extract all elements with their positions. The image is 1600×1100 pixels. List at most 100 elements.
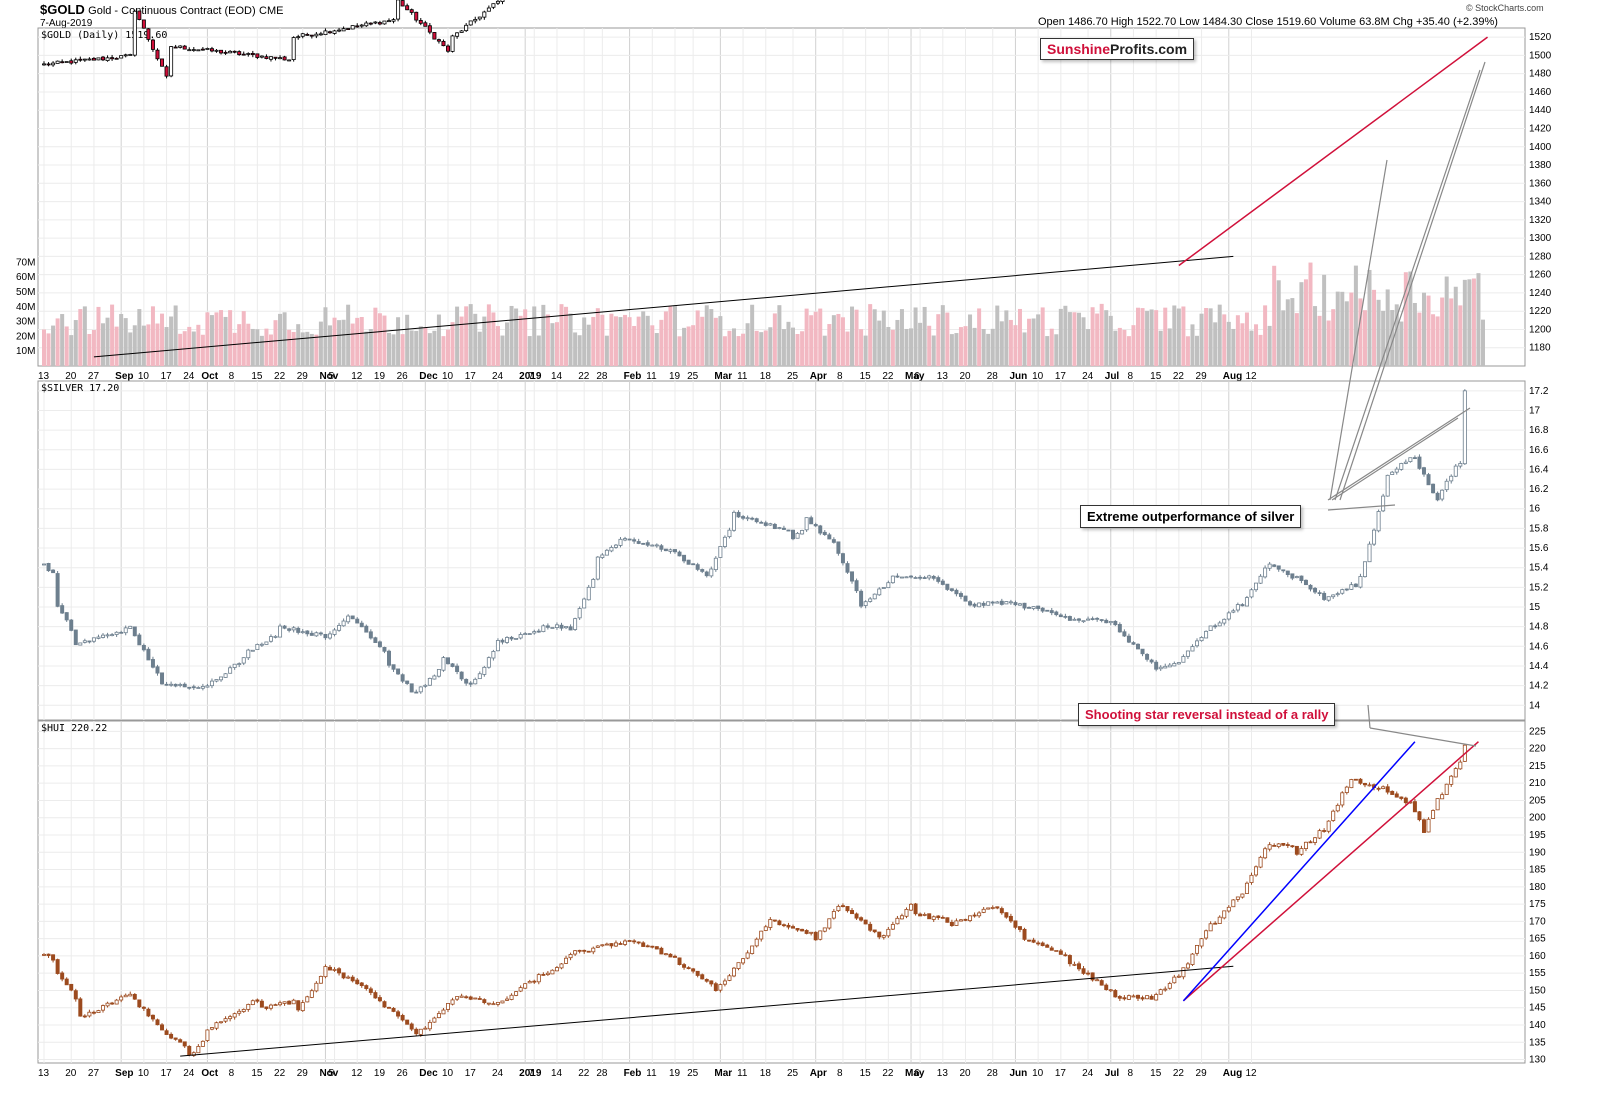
candle-body <box>64 61 69 63</box>
candle-body <box>668 549 673 552</box>
candle-body <box>178 45 183 48</box>
volume-bar <box>500 335 505 366</box>
volume-bar <box>132 325 137 366</box>
candle-body <box>1435 492 1440 501</box>
candle-body <box>114 631 119 635</box>
x-tick-label: 22 <box>882 371 894 382</box>
candle-body <box>291 37 296 60</box>
candle-body <box>1385 474 1390 497</box>
volume-bar <box>418 326 423 366</box>
volume-bar <box>209 315 214 366</box>
candle-body <box>477 673 482 680</box>
candle-body <box>1417 811 1422 821</box>
candle-body <box>291 627 296 631</box>
candle-body <box>200 1040 205 1047</box>
candle-body <box>718 546 723 558</box>
volume-bar <box>904 328 909 366</box>
candle-body <box>446 45 450 52</box>
candle-body <box>432 32 437 40</box>
x-tick-label: Sep <box>115 1068 133 1079</box>
candle-body <box>573 950 578 955</box>
volume-bar <box>691 325 696 366</box>
candle-body <box>899 915 904 920</box>
volume-bar <box>1231 328 1236 366</box>
candle-body <box>200 686 205 689</box>
volume-bar <box>677 336 682 366</box>
candle-body <box>405 1019 410 1025</box>
volume-bar <box>641 311 646 366</box>
candle-body <box>264 641 269 645</box>
candle-body <box>327 966 332 971</box>
candle-body <box>237 51 242 56</box>
volume-bar <box>968 314 973 366</box>
volume-bar <box>977 308 982 366</box>
candle-body <box>568 626 573 631</box>
candle-body <box>418 1028 423 1035</box>
candle-body <box>191 49 196 51</box>
instrument-name: Gold - Continuous Contract (EOD) <box>88 5 256 17</box>
candle-body <box>1349 584 1354 590</box>
volume-bar <box>1158 330 1163 366</box>
candle-body <box>595 945 600 948</box>
candle-body <box>632 539 637 542</box>
x-tick-label: 8 <box>1127 1068 1133 1079</box>
volume-bar <box>314 334 319 366</box>
volume-bar <box>250 328 255 366</box>
volume-bar <box>604 335 609 366</box>
volume-bar <box>200 334 205 366</box>
candle-body <box>1222 618 1227 624</box>
candle-body <box>1126 635 1131 643</box>
candle-body <box>868 923 873 931</box>
candle-body <box>1140 997 1145 1000</box>
candle-body <box>786 529 791 532</box>
candle-body <box>1376 787 1381 790</box>
candle-body <box>1031 606 1036 609</box>
candle-body <box>686 967 691 970</box>
volume-bar <box>668 306 673 366</box>
volume-bar <box>223 316 228 366</box>
candle-body <box>1013 920 1018 928</box>
x-tick-label: 12 <box>351 371 363 382</box>
candle-body <box>464 678 469 684</box>
candle-body <box>927 575 932 579</box>
candle-body <box>781 527 786 530</box>
candle-body <box>228 1016 233 1020</box>
volume-bar <box>341 319 346 366</box>
volume-bar <box>409 330 414 366</box>
candle-body <box>695 564 700 570</box>
candle-body <box>582 598 587 609</box>
candle-body <box>813 931 818 941</box>
candle-body <box>1426 818 1431 833</box>
panel-title-hui: $HUI 220.22 <box>41 723 107 734</box>
x-tick-label: 17 <box>161 371 173 382</box>
candle-body <box>545 625 550 628</box>
x-tick-label: 10 <box>442 1068 454 1079</box>
y-tick-label: 210 <box>1529 778 1546 789</box>
candle-body <box>55 60 60 64</box>
candle-body <box>368 988 373 993</box>
pointer-2 <box>1334 69 1481 501</box>
candle-body <box>1017 603 1022 606</box>
candle-body <box>119 55 124 59</box>
candle-body <box>287 628 292 631</box>
volume-bar <box>1403 272 1408 366</box>
candle-body <box>541 625 546 633</box>
y-tick-label: 16.6 <box>1529 445 1549 456</box>
candle-body <box>169 46 174 77</box>
volume-bar <box>1222 314 1227 366</box>
candle-body <box>1008 601 1013 604</box>
hui-support-line <box>180 965 1234 1057</box>
candle-body <box>291 999 296 1005</box>
volume-bar <box>1027 318 1032 366</box>
x-tick-label: 28 <box>987 371 999 382</box>
candle-body <box>995 906 1000 909</box>
candle-body <box>1017 926 1022 930</box>
candle-body <box>141 644 146 651</box>
candle-body <box>1449 475 1454 482</box>
x-tick-label: 7 <box>528 1068 534 1079</box>
candle-body <box>881 587 886 589</box>
x-tick-label: 18 <box>760 371 772 382</box>
candle-body <box>427 1021 432 1030</box>
candle-body <box>1208 625 1213 631</box>
candle-body <box>486 7 491 12</box>
